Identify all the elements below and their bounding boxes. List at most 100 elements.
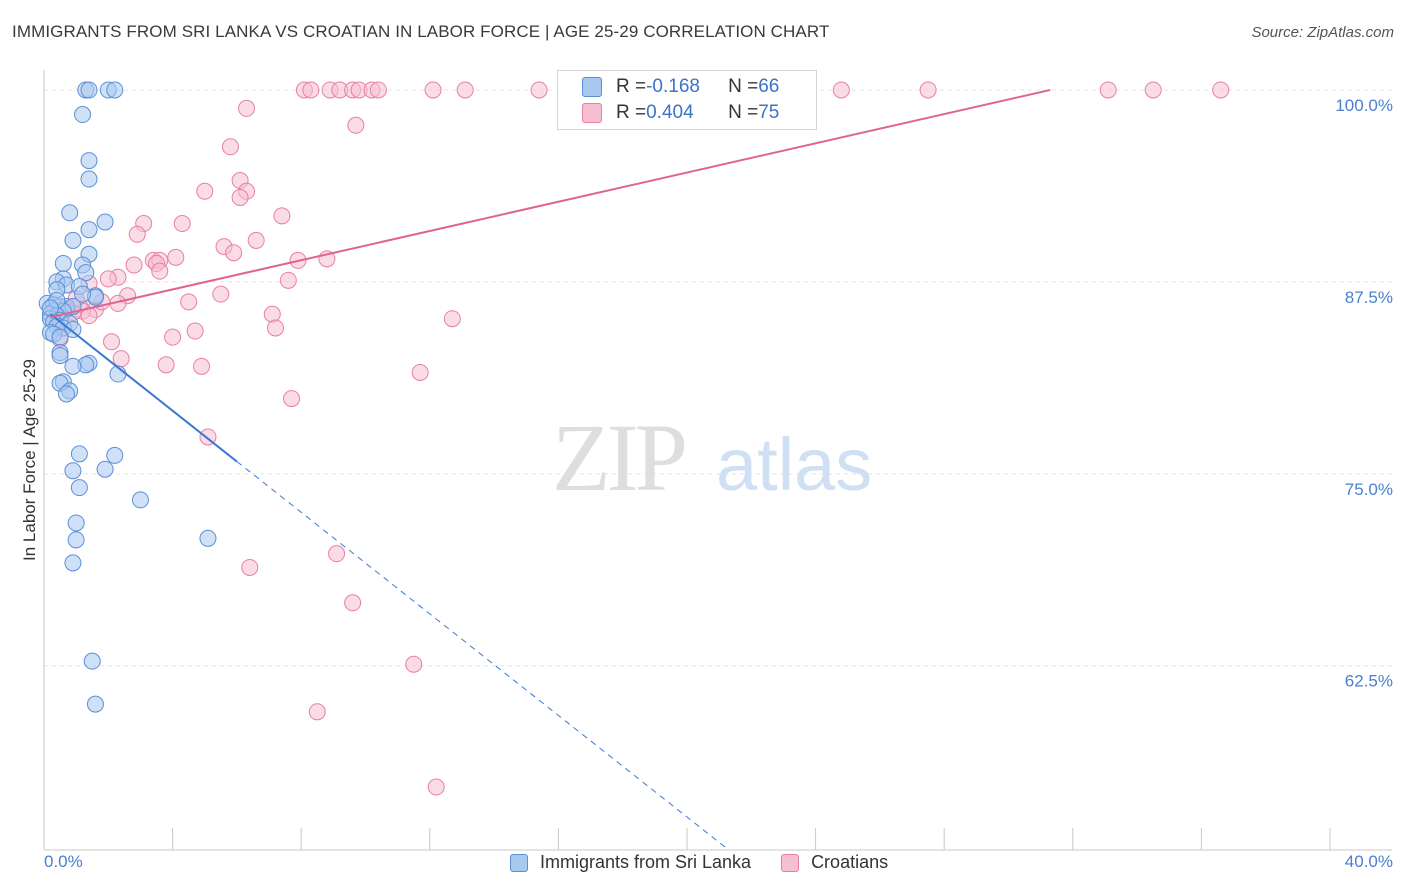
croatian-point xyxy=(308,703,326,721)
sri-lanka-point xyxy=(80,170,98,188)
sri-lanka-point xyxy=(70,445,88,463)
stats-n-value: 75 xyxy=(758,102,780,123)
stats-n-label: N = xyxy=(728,76,759,97)
croatian-point xyxy=(1212,81,1230,99)
sri-lanka-point xyxy=(86,695,104,713)
sri-lanka-point xyxy=(61,204,79,222)
legend-item-croatians[interactable]: Croatians xyxy=(781,852,888,873)
croatian-point xyxy=(221,138,239,156)
croatian-point xyxy=(99,270,117,288)
sri-lanka-point xyxy=(83,652,101,670)
croatian-point xyxy=(180,293,198,311)
croatian-point xyxy=(164,328,182,346)
sri-lanka-point xyxy=(54,254,72,272)
sri-lanka-point xyxy=(106,81,124,99)
croatian-point xyxy=(151,262,169,280)
croatian-point xyxy=(167,248,185,266)
croatian-point xyxy=(427,778,445,796)
sri-lanka-points xyxy=(38,81,217,713)
stats-r-label: R = xyxy=(616,76,647,97)
sri-lanka-point xyxy=(77,264,95,282)
croatian-point xyxy=(103,333,121,351)
croatian-point xyxy=(832,81,850,99)
x-tick-min: 0.0% xyxy=(44,852,83,871)
croatian-point xyxy=(263,305,281,323)
sri-lanka-point xyxy=(96,213,114,231)
croatian-point xyxy=(157,356,175,374)
sri-lanka-point xyxy=(51,347,69,365)
legend: Immigrants from Sri Lanka Croatians xyxy=(510,852,918,873)
legend-swatch-pink xyxy=(781,853,800,872)
croatian-trend-line xyxy=(50,88,1051,319)
croatian-point xyxy=(193,357,211,375)
stats-box: R = -0.168 N = 66 R = 0.404 N = 75 xyxy=(557,70,817,130)
chart-title: IMMIGRANTS FROM SRI LANKA VS CROATIAN IN… xyxy=(12,22,830,41)
y-tick-label: 62.5% xyxy=(1345,672,1393,691)
y-tick-label: 87.5% xyxy=(1345,288,1393,307)
croatian-point xyxy=(302,81,320,99)
source-credit: Source: ZipAtlas.com xyxy=(1251,24,1394,41)
sri-lanka-point xyxy=(67,531,85,549)
croatian-point xyxy=(128,225,146,243)
sri-lanka-trend-line xyxy=(49,313,238,463)
sri-lanka-point xyxy=(41,299,59,317)
croatian-point xyxy=(328,545,346,563)
stats-n-value: 66 xyxy=(758,76,780,97)
sri-lanka-point xyxy=(64,554,82,572)
croatian-point xyxy=(369,81,387,99)
sri-lanka-point xyxy=(64,357,82,375)
sri-lanka-point xyxy=(64,320,82,338)
y-tick-label: 75.0% xyxy=(1345,480,1393,499)
croatian-point xyxy=(530,81,548,99)
stats-r-value: 0.404 xyxy=(646,102,694,123)
sri-lanka-point xyxy=(67,514,85,532)
croatian-point xyxy=(344,594,362,612)
trend-lines xyxy=(49,88,1051,851)
watermark-atlas: atlas xyxy=(716,423,872,506)
croatian-point xyxy=(279,271,297,289)
sri-lanka-point xyxy=(51,328,69,346)
croatian-point xyxy=(411,363,429,381)
watermark-zip: ZIP xyxy=(552,404,685,511)
stats-n-label: N = xyxy=(728,102,759,123)
sri-lanka-trend-extension xyxy=(236,461,730,851)
croatian-point xyxy=(283,390,301,408)
croatian-point xyxy=(919,81,937,99)
croatian-point xyxy=(125,256,143,274)
legend-swatch-blue xyxy=(510,853,528,872)
stats-r-value: -0.168 xyxy=(646,76,700,97)
croatian-point xyxy=(196,182,214,200)
sri-lanka-point xyxy=(64,462,82,480)
croatian-point xyxy=(231,188,249,206)
croatian-point xyxy=(443,310,461,328)
croatian-point xyxy=(241,558,259,576)
croatian-point xyxy=(112,350,130,368)
stats-swatch-pink xyxy=(582,103,602,123)
sri-lanka-point xyxy=(199,529,217,547)
sri-lanka-point xyxy=(58,385,76,403)
croatian-point xyxy=(173,215,191,233)
sri-lanka-point xyxy=(74,106,92,124)
sri-lanka-point xyxy=(70,479,88,497)
croatian-point xyxy=(238,99,256,117)
stats-row-sri-lanka: R = -0.168 N = 66 xyxy=(582,76,780,98)
legend-label: Immigrants from Sri Lanka xyxy=(540,852,752,872)
croatian-point xyxy=(266,319,284,337)
croatian-point xyxy=(424,81,442,99)
croatian-point xyxy=(1144,81,1162,99)
sri-lanka-point xyxy=(80,221,98,239)
y-tick-labels: 62.5% 75.0% 87.5% 100.0% xyxy=(1335,96,1393,691)
legend-label: Croatians xyxy=(811,852,889,872)
croatian-point xyxy=(186,322,204,340)
sri-lanka-point xyxy=(131,491,149,509)
sri-lanka-point xyxy=(96,460,114,478)
legend-item-sri-lanka[interactable]: Immigrants from Sri Lanka xyxy=(510,852,751,873)
stats-row-croatians: R = 0.404 N = 75 xyxy=(582,102,780,124)
croatian-point xyxy=(273,207,291,225)
croatian-point xyxy=(1099,81,1117,99)
axes-layer xyxy=(43,70,1392,851)
stats-swatch-blue xyxy=(582,77,602,97)
watermark: ZIP atlas xyxy=(552,404,872,511)
stats-r-label: R = xyxy=(616,102,647,123)
